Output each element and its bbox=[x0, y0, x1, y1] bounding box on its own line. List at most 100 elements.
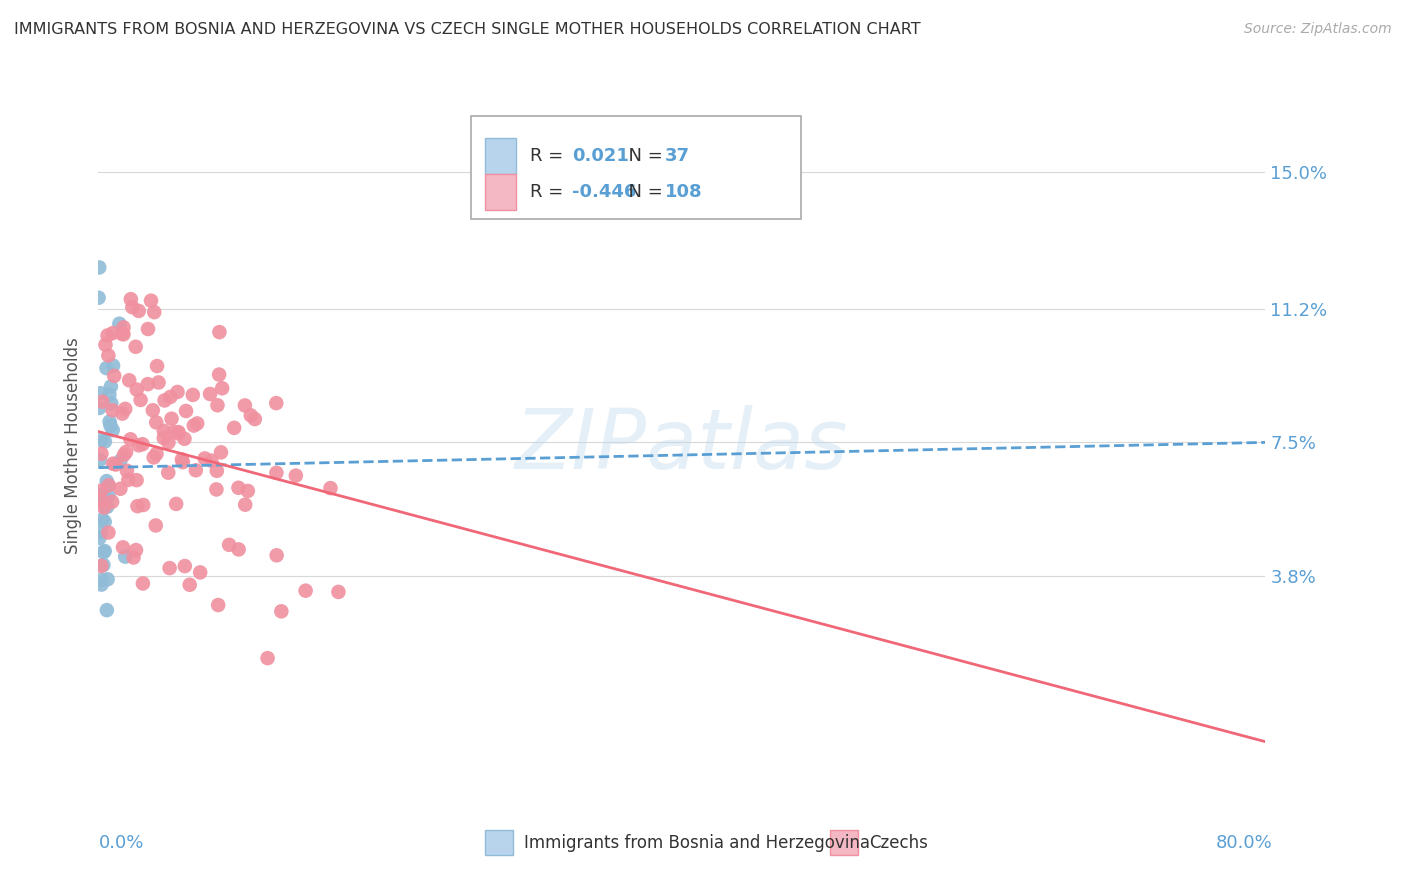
Point bbox=[98, 415, 121, 429]
Point bbox=[96, 603, 118, 617]
Point bbox=[125, 473, 148, 487]
Point bbox=[181, 388, 204, 402]
Point bbox=[100, 418, 122, 433]
Text: Czechs: Czechs bbox=[869, 834, 928, 852]
Point bbox=[112, 327, 135, 342]
Point bbox=[94, 500, 117, 514]
Point bbox=[207, 598, 229, 612]
Point bbox=[121, 300, 143, 314]
Point bbox=[256, 651, 278, 665]
Point bbox=[93, 558, 115, 572]
Point bbox=[205, 464, 228, 478]
Point bbox=[90, 558, 112, 573]
Point bbox=[90, 573, 112, 587]
Text: R =: R = bbox=[530, 147, 569, 165]
Point bbox=[103, 368, 125, 383]
Point bbox=[128, 304, 150, 318]
Point bbox=[91, 394, 114, 409]
Text: 108: 108 bbox=[665, 183, 703, 201]
Point bbox=[157, 466, 180, 480]
Point bbox=[139, 293, 162, 308]
Point bbox=[114, 401, 136, 416]
Point bbox=[228, 481, 250, 495]
Point bbox=[172, 455, 194, 469]
Point bbox=[173, 559, 195, 574]
Point bbox=[170, 452, 193, 467]
Text: N =: N = bbox=[617, 183, 669, 201]
Point bbox=[89, 531, 111, 545]
Point bbox=[145, 416, 167, 430]
Point bbox=[284, 468, 307, 483]
Point bbox=[96, 361, 118, 376]
Point bbox=[167, 426, 190, 441]
Point bbox=[89, 488, 111, 502]
Point bbox=[97, 489, 120, 503]
Point bbox=[93, 544, 115, 558]
Point bbox=[211, 381, 233, 395]
Point bbox=[93, 545, 115, 559]
Point bbox=[101, 423, 124, 437]
Point bbox=[111, 541, 134, 555]
Point bbox=[97, 525, 120, 540]
Point bbox=[143, 305, 166, 319]
Point bbox=[208, 368, 231, 382]
Point bbox=[120, 292, 142, 306]
Point bbox=[224, 421, 246, 435]
Point bbox=[125, 340, 148, 354]
Point bbox=[152, 431, 174, 445]
Text: N =: N = bbox=[617, 147, 669, 165]
Text: Source: ZipAtlas.com: Source: ZipAtlas.com bbox=[1244, 22, 1392, 37]
Y-axis label: Single Mother Households: Single Mother Households bbox=[65, 338, 83, 554]
Point bbox=[146, 359, 169, 373]
Point bbox=[127, 499, 149, 513]
Point bbox=[97, 349, 120, 363]
Point bbox=[101, 495, 124, 509]
Point bbox=[233, 498, 256, 512]
Point bbox=[97, 478, 120, 492]
Point bbox=[162, 425, 184, 440]
Point bbox=[93, 500, 115, 515]
Text: 0.021: 0.021 bbox=[572, 147, 628, 165]
Point bbox=[159, 390, 181, 404]
Point bbox=[153, 393, 176, 408]
Point bbox=[132, 498, 155, 512]
Point bbox=[145, 447, 167, 461]
Point bbox=[128, 438, 150, 452]
Point bbox=[142, 403, 165, 417]
Point bbox=[91, 512, 114, 526]
Point bbox=[264, 396, 287, 410]
Point bbox=[114, 549, 136, 564]
Point bbox=[209, 445, 232, 459]
Point bbox=[174, 404, 197, 418]
Point bbox=[173, 432, 195, 446]
Point bbox=[112, 448, 135, 462]
Point bbox=[90, 577, 112, 591]
Point bbox=[110, 454, 132, 468]
Point bbox=[89, 453, 111, 467]
Text: 0.0%: 0.0% bbox=[98, 834, 143, 852]
Text: 80.0%: 80.0% bbox=[1216, 834, 1272, 852]
Point bbox=[228, 542, 250, 557]
Point bbox=[98, 387, 121, 401]
Point bbox=[90, 483, 112, 498]
Point bbox=[186, 417, 208, 431]
Point bbox=[160, 411, 183, 425]
Point bbox=[167, 425, 190, 439]
Point bbox=[266, 549, 288, 563]
Point bbox=[142, 450, 165, 465]
Point bbox=[87, 291, 110, 305]
Point bbox=[96, 474, 118, 488]
Point bbox=[108, 317, 131, 331]
Point bbox=[93, 515, 115, 529]
Point bbox=[111, 407, 134, 421]
Point bbox=[153, 424, 176, 438]
Point bbox=[97, 572, 120, 586]
Text: IMMIGRANTS FROM BOSNIA AND HERZEGOVINA VS CZECH SINGLE MOTHER HOUSEHOLDS CORRELA: IMMIGRANTS FROM BOSNIA AND HERZEGOVINA V… bbox=[14, 22, 921, 37]
Point bbox=[236, 483, 259, 498]
Point bbox=[239, 409, 262, 423]
Point bbox=[97, 478, 120, 492]
Point bbox=[270, 604, 292, 618]
Point bbox=[294, 583, 316, 598]
Point bbox=[104, 458, 127, 472]
Point bbox=[198, 387, 221, 401]
